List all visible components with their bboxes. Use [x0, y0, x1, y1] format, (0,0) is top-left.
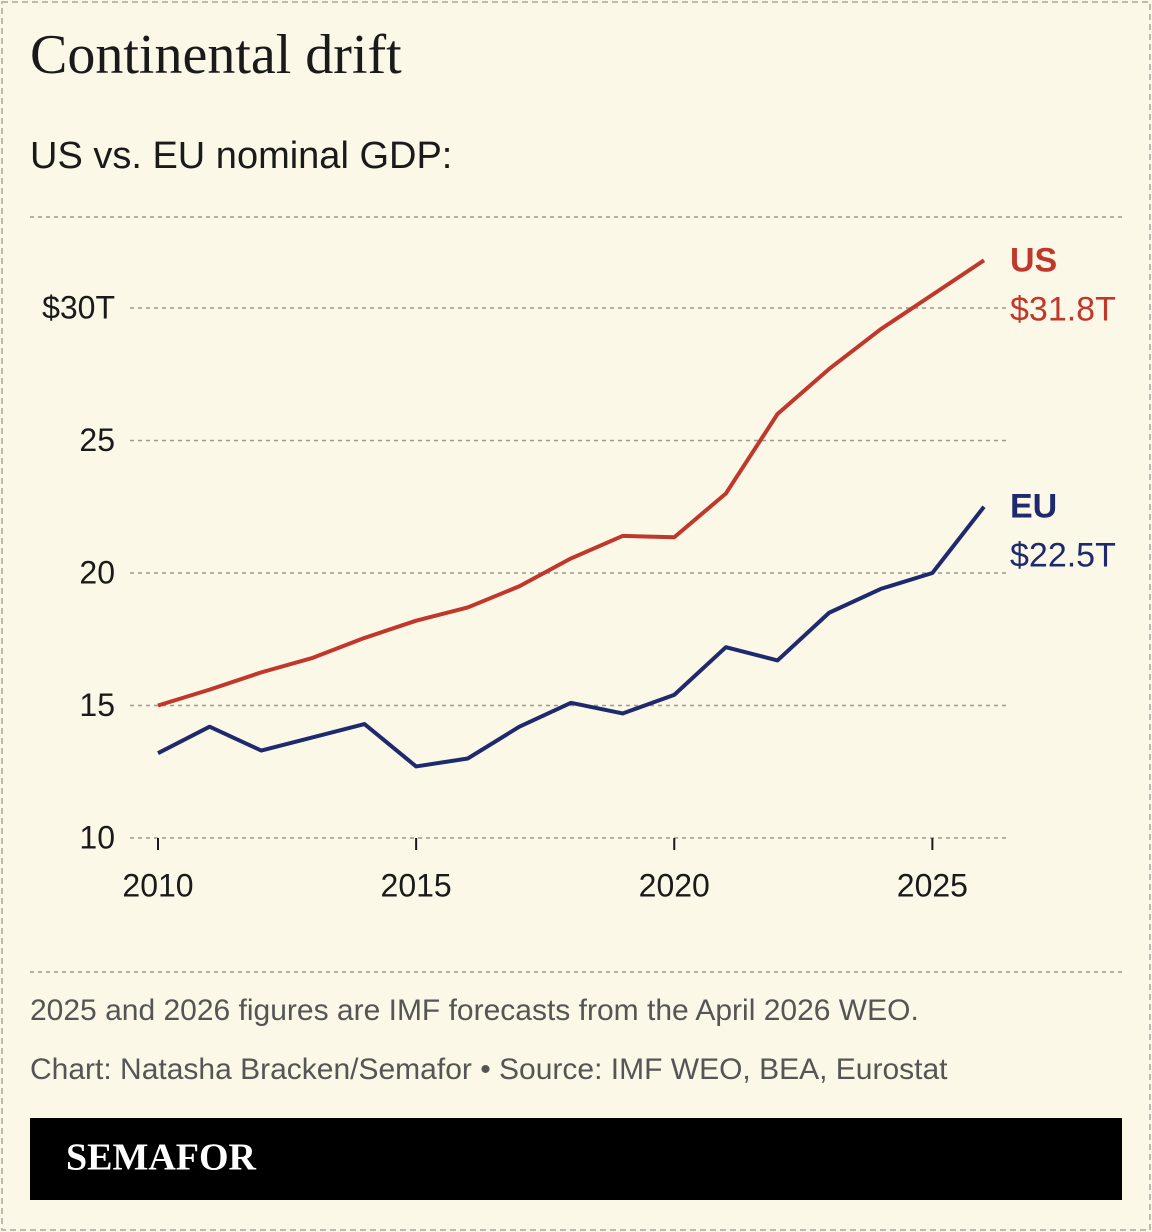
source: Chart: Natasha Bracken/Semafor • Source:… — [30, 1053, 948, 1086]
series-label: EU — [1010, 488, 1057, 526]
x-tick-label: 2010 — [122, 867, 193, 903]
value-label: $22.5T — [1010, 537, 1116, 575]
series-line — [157, 258, 986, 708]
y-tick-label: 10 — [79, 819, 115, 855]
x-tick-label: 2020 — [639, 867, 710, 903]
series-label: US — [1010, 241, 1057, 279]
chart-subtitle: US vs. EU nominal GDP: — [30, 135, 452, 177]
brand-bar — [30, 1118, 1122, 1200]
x-tick-label: 2025 — [897, 867, 968, 903]
y-tick-label: 20 — [79, 554, 115, 590]
brand: SEMAFOR — [66, 1137, 257, 1179]
value-label: $31.8T — [1010, 290, 1116, 328]
x-tick-label: 2015 — [381, 867, 452, 903]
y-tick-label: 15 — [79, 687, 115, 723]
y-tick-label: $30T — [42, 289, 115, 325]
series-line — [157, 505, 986, 769]
note: 2025 and 2026 figures are IMF forecasts … — [30, 994, 919, 1027]
chart-title: Continental drift — [30, 24, 402, 86]
y-tick-label: 25 — [79, 422, 115, 458]
